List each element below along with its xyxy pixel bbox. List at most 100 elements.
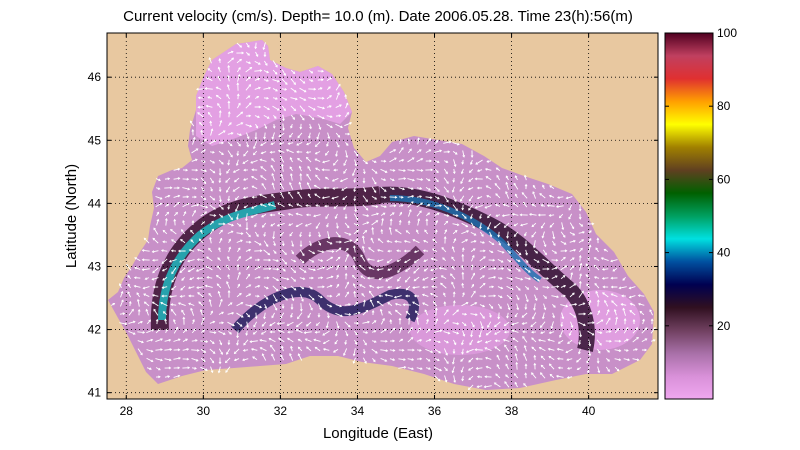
current-arrow-head bbox=[498, 243, 502, 246]
current-arrow bbox=[475, 349, 483, 351]
current-arrow bbox=[183, 211, 187, 217]
colorbar-tick-label: 100 bbox=[717, 26, 737, 40]
current-arrow-head bbox=[411, 157, 415, 160]
current-arrow-head bbox=[232, 189, 236, 192]
current-arrow-head bbox=[306, 346, 309, 350]
current-arrow-head bbox=[329, 95, 332, 98]
current-arrow bbox=[296, 222, 303, 227]
current-arrow-head bbox=[276, 322, 280, 325]
current-arrow-head bbox=[245, 218, 248, 222]
current-arrow bbox=[505, 355, 509, 361]
current-arrow bbox=[278, 337, 285, 343]
current-arrow-head bbox=[346, 111, 349, 115]
current-arrow-head bbox=[582, 231, 585, 234]
current-arrow bbox=[128, 330, 136, 335]
current-arrow bbox=[344, 313, 351, 316]
current-arrow bbox=[423, 240, 429, 243]
current-arrow-head bbox=[196, 286, 199, 289]
current-arrow-head bbox=[507, 307, 511, 311]
current-arrow bbox=[210, 366, 214, 373]
x-tick-label: 32 bbox=[274, 404, 288, 418]
current-arrow-head bbox=[397, 279, 400, 282]
current-arrow-head bbox=[158, 375, 161, 379]
current-arrow bbox=[523, 353, 528, 361]
current-arrow-head bbox=[386, 260, 390, 264]
current-arrow bbox=[380, 349, 388, 352]
current-arrow bbox=[344, 239, 352, 243]
current-arrow bbox=[128, 321, 136, 324]
current-arrow bbox=[547, 339, 555, 342]
current-arrow bbox=[630, 303, 636, 306]
current-arrow bbox=[209, 357, 215, 364]
current-arrow-head bbox=[210, 370, 214, 374]
current-arrow-head bbox=[227, 290, 231, 293]
current-arrow-head bbox=[194, 195, 197, 199]
current-arrow-head bbox=[249, 124, 253, 128]
current-arrow bbox=[588, 238, 592, 244]
current-arrow-head bbox=[272, 126, 276, 129]
current-arrow bbox=[196, 286, 204, 289]
current-arrow-head bbox=[438, 340, 441, 344]
current-arrow-head bbox=[476, 375, 480, 379]
current-arrow bbox=[225, 366, 231, 373]
current-arrow-head bbox=[328, 86, 331, 89]
current-arrow-head bbox=[376, 286, 380, 289]
y-tick-label: 46 bbox=[88, 70, 102, 84]
current-arrow-head bbox=[473, 233, 477, 236]
current-arrow-head bbox=[206, 256, 209, 260]
current-arrow bbox=[297, 158, 303, 163]
current-arrow-head bbox=[361, 235, 365, 239]
current-arrow bbox=[434, 212, 440, 216]
current-arrow bbox=[344, 303, 351, 306]
current-arrow bbox=[261, 151, 267, 154]
current-arrow bbox=[623, 327, 629, 334]
current-arrow bbox=[152, 267, 159, 274]
current-arrow-head bbox=[322, 106, 326, 110]
current-arrow-head bbox=[256, 96, 260, 99]
current-arrow bbox=[497, 303, 502, 309]
current-arrow-head bbox=[540, 364, 544, 368]
current-arrow bbox=[596, 319, 604, 325]
current-arrow-head bbox=[321, 250, 325, 254]
current-arrow bbox=[497, 286, 503, 289]
current-arrow-head bbox=[131, 308, 134, 312]
current-arrow-head bbox=[198, 238, 202, 242]
current-arrow bbox=[452, 214, 459, 217]
current-arrow-head bbox=[411, 367, 414, 371]
current-arrow-head bbox=[238, 271, 241, 275]
current-arrow-head bbox=[295, 329, 299, 332]
current-arrow bbox=[470, 222, 475, 229]
current-arrow-head bbox=[211, 220, 214, 224]
current-arrow-head bbox=[475, 367, 479, 370]
current-arrow bbox=[332, 177, 339, 182]
current-arrow bbox=[512, 330, 519, 333]
current-arrow bbox=[395, 229, 402, 235]
current-arrow bbox=[208, 112, 213, 118]
current-arrow bbox=[416, 178, 423, 181]
current-arrow bbox=[405, 267, 411, 272]
current-arrow bbox=[209, 331, 216, 334]
current-arrow-head bbox=[280, 345, 284, 349]
current-arrow bbox=[522, 336, 528, 343]
current-arrow bbox=[171, 267, 177, 274]
current-arrow-head bbox=[136, 298, 140, 302]
current-arrow bbox=[487, 321, 492, 328]
current-arrow bbox=[569, 240, 576, 243]
current-arrow-head bbox=[376, 212, 380, 216]
current-arrow-head bbox=[179, 270, 183, 274]
x-tick-label: 34 bbox=[351, 404, 365, 418]
current-arrow-head bbox=[447, 331, 451, 335]
current-arrow-head bbox=[603, 248, 607, 252]
current-arrow-head bbox=[127, 283, 131, 287]
current-arrow bbox=[579, 273, 582, 280]
current-arrow-head bbox=[313, 87, 317, 91]
current-arrow-head bbox=[241, 51, 245, 55]
current-arrow-head bbox=[262, 47, 266, 51]
current-arrow bbox=[317, 106, 325, 109]
current-arrow bbox=[533, 240, 536, 248]
current-arrow-head bbox=[189, 120, 193, 124]
current-arrow-head bbox=[612, 269, 616, 272]
current-arrow-head bbox=[639, 310, 643, 314]
current-arrow-head bbox=[644, 327, 648, 330]
current-arrow bbox=[146, 357, 154, 362]
